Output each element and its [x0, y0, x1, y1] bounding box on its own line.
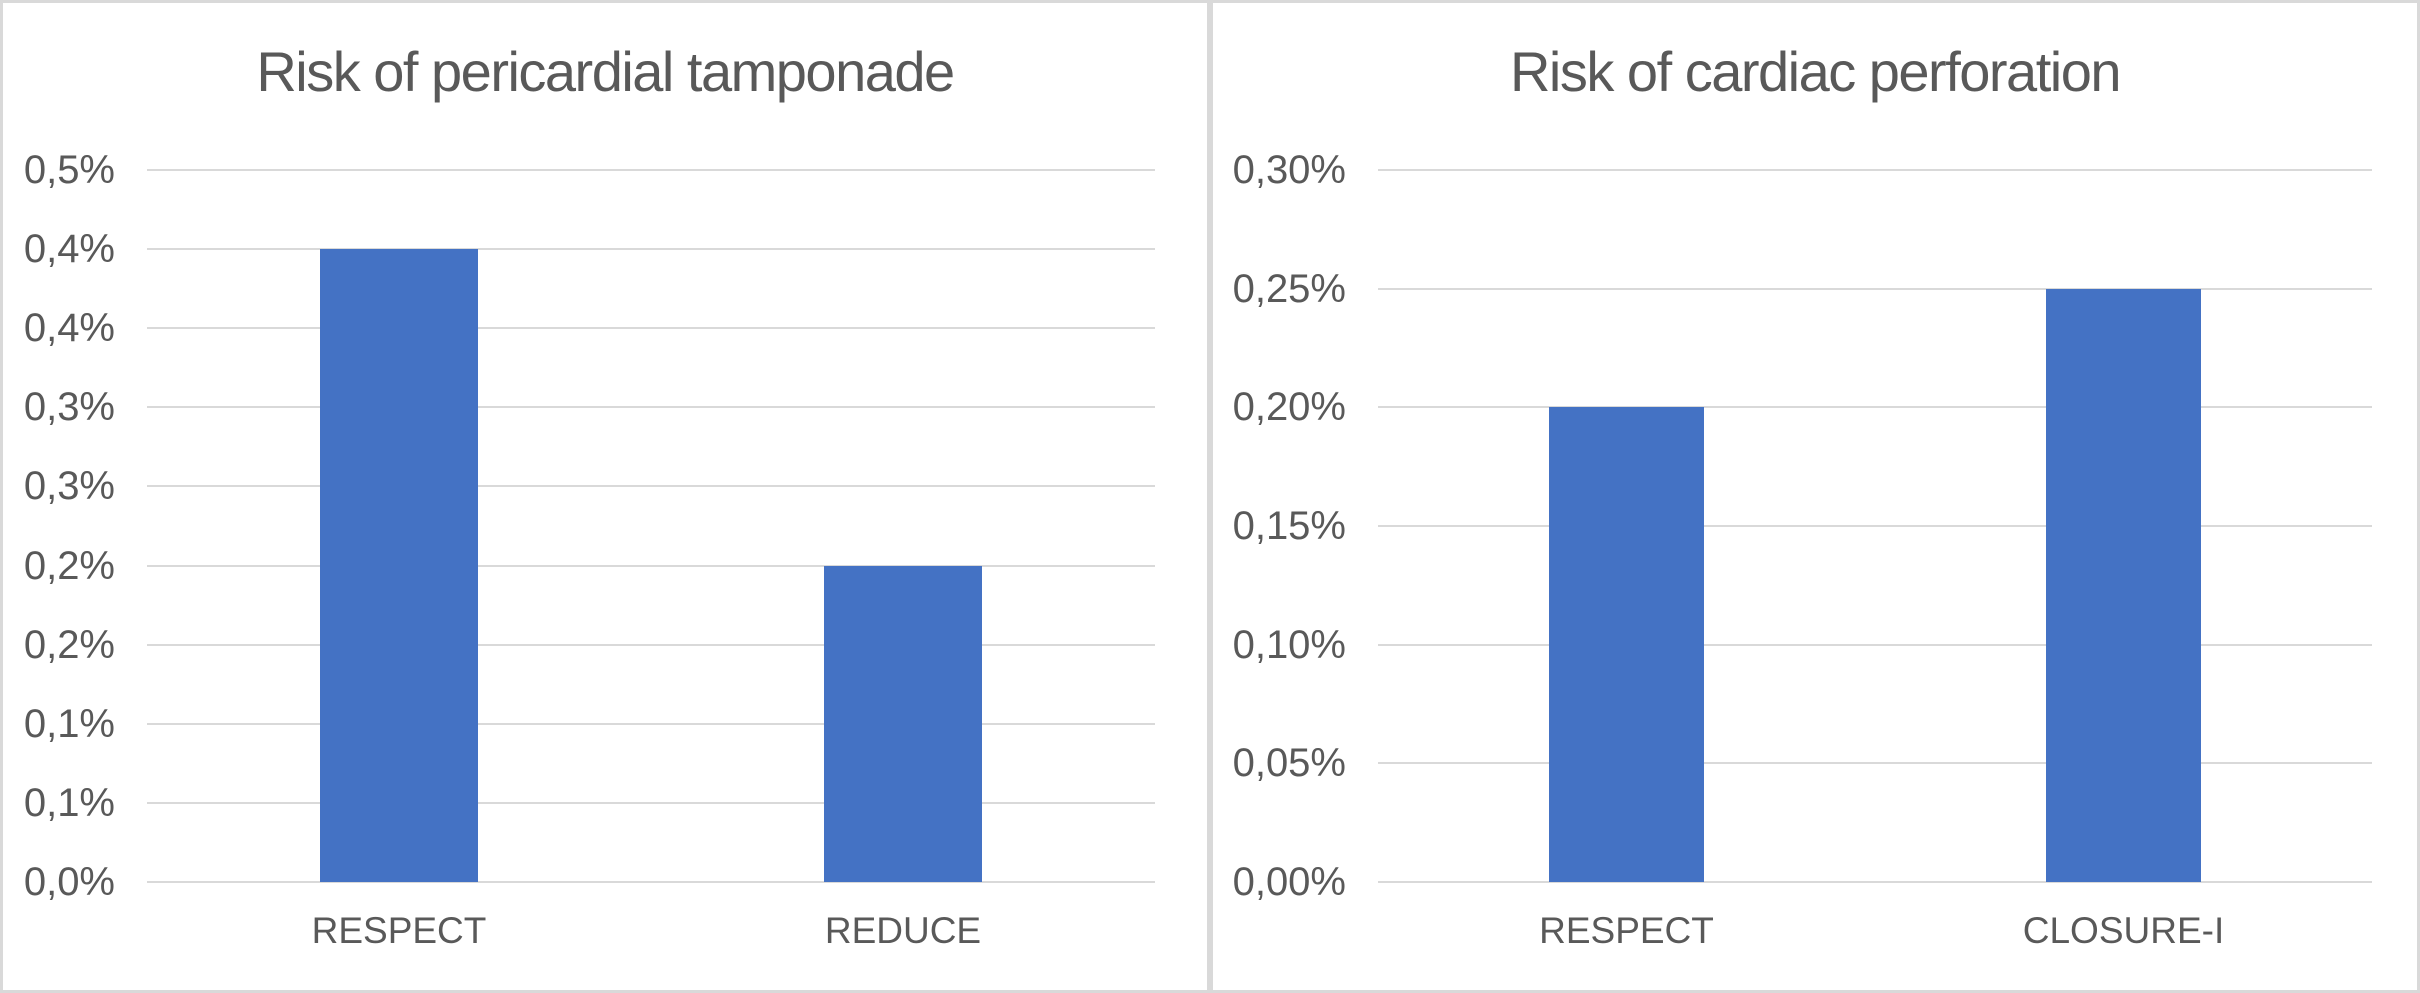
- y-tick-label: 0,2%: [23, 543, 115, 588]
- y-axis-tick-labels: 0,30% 0,25% 0,20% 0,15% 0,10% 0,05% 0,00%: [1213, 150, 1346, 902]
- chart-panel-cardiac-perforation: Risk of cardiac perforation 0,30% 0,25% 0,…: [1210, 0, 2420, 993]
- gridline: [147, 406, 1155, 409]
- y-tick-label: 0,20%: [1232, 385, 1346, 430]
- y-tick-label: 0,5%: [23, 148, 115, 192]
- category-label: REDUCE: [824, 910, 982, 951]
- y-tick-label: 0,0%: [23, 860, 115, 904]
- chart-title: Risk of cardiac perforation: [1509, 40, 2122, 103]
- chart-panel-pericardial-tamponade: Risk of pericardial tamponade 0,5% 0,4% 0,…: [0, 0, 1210, 993]
- gridline: [147, 881, 1155, 883]
- gridline: [147, 327, 1155, 330]
- gridline: [1378, 762, 2372, 765]
- gridline: [147, 248, 1155, 251]
- gridline: [147, 801, 1155, 804]
- y-tick-label: 0,30%: [1232, 148, 1346, 192]
- plot-area: RESPECT REDUCE: [147, 169, 1155, 949]
- gridline: [147, 722, 1155, 725]
- gridline: [1378, 881, 2372, 883]
- gridline: [1378, 287, 2372, 290]
- category-label: RESPECT: [1539, 910, 1714, 951]
- bar-respect: [1549, 407, 1704, 882]
- gridline: [1378, 406, 2372, 409]
- gridline: [147, 169, 1155, 171]
- y-tick-label: 0,15%: [1232, 504, 1346, 548]
- plot-area: RESPECT CLOSURE-I: [1378, 169, 2372, 949]
- gridline: [147, 485, 1155, 488]
- y-tick-label: 0,3%: [23, 385, 115, 430]
- gridline: [1378, 643, 2372, 646]
- y-tick-label: 0,05%: [1232, 741, 1346, 786]
- gridline: [147, 643, 1155, 646]
- y-tick-label: 0,1%: [23, 701, 115, 746]
- y-axis-tick-labels: 0,5% 0,4% 0,4% 0,3% 0,3% 0,2% 0,2% 0,1% 0,1% 0,0%: [3, 150, 115, 902]
- bar-reduce: [824, 565, 982, 882]
- bar-closure-i: [2046, 288, 2201, 882]
- y-tick-label: 0,00%: [1232, 860, 1346, 904]
- gridline: [1378, 525, 2372, 527]
- bar-respect: [320, 249, 478, 882]
- category-label: RESPECT: [311, 910, 487, 951]
- y-tick-label: 0,3%: [23, 464, 115, 509]
- y-tick-label: 0,10%: [1232, 622, 1346, 667]
- y-tick-label: 0,4%: [23, 227, 115, 272]
- category-label: CLOSURE-I: [2022, 910, 2225, 951]
- y-tick-label: 0,2%: [23, 622, 115, 667]
- gridline: [1378, 169, 2372, 171]
- y-tick-label: 0,25%: [1232, 266, 1346, 311]
- y-tick-label: 0,1%: [23, 780, 115, 825]
- gridline: [147, 564, 1155, 567]
- chart-title: Risk of pericardial tamponade: [256, 40, 955, 103]
- y-tick-label: 0,4%: [23, 306, 115, 351]
